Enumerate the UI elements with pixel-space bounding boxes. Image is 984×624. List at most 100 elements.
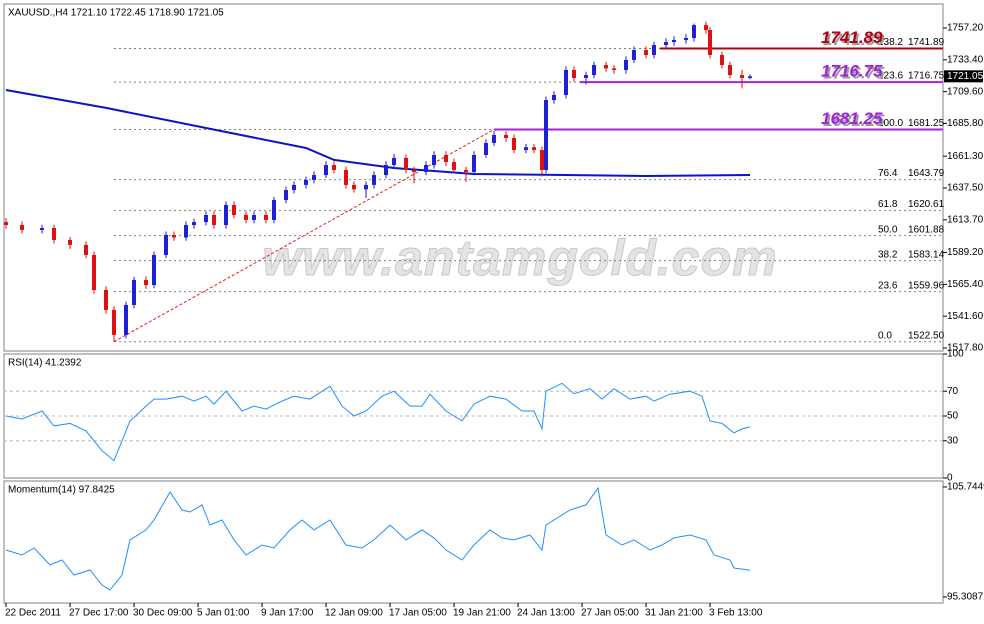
y-tick-label: 95.3087 bbox=[947, 592, 984, 603]
candle-body bbox=[592, 65, 596, 76]
candle-body bbox=[644, 50, 648, 56]
candle-body bbox=[352, 184, 356, 190]
level-label: 1741.89 bbox=[821, 28, 883, 47]
fib-ratio: 100.0 bbox=[878, 118, 903, 129]
candle-body bbox=[664, 42, 668, 45]
level-label: 1716.75 bbox=[821, 62, 883, 81]
y-tick-label: 1757.20 bbox=[947, 23, 984, 34]
candle-body bbox=[512, 138, 516, 151]
candle-body bbox=[552, 94, 556, 101]
candle-body bbox=[740, 75, 744, 78]
fib-ratio: 123.6 bbox=[878, 71, 903, 82]
candle-body bbox=[192, 222, 196, 226]
candle-body bbox=[324, 165, 328, 176]
fib-ratio: 61.8 bbox=[878, 199, 898, 210]
candle-body bbox=[304, 179, 308, 185]
x-tick-label: 22 Dec 2011 bbox=[5, 608, 61, 619]
level-label-shadow: 1716.75 bbox=[823, 64, 885, 83]
indicator-line bbox=[5, 486, 751, 591]
candle-body bbox=[284, 190, 288, 201]
candle-body bbox=[68, 240, 72, 245]
candle-body bbox=[344, 169, 348, 185]
candle-body bbox=[544, 100, 548, 170]
y-tick-label: 0 bbox=[947, 473, 953, 484]
y-tick-label: 1685.80 bbox=[947, 118, 984, 129]
candle-body bbox=[604, 65, 608, 69]
level-label-shadow: 1681.25 bbox=[823, 111, 885, 130]
candle-body bbox=[124, 304, 128, 335]
candle-body bbox=[132, 279, 136, 305]
y-tick-label: 30 bbox=[947, 435, 959, 446]
candle-body bbox=[4, 222, 8, 226]
candle-body bbox=[412, 169, 416, 172]
x-tick-label: 3 Feb 13:00 bbox=[709, 608, 763, 619]
x-tick-label: 17 Jan 05:00 bbox=[389, 608, 447, 619]
candle-body bbox=[708, 30, 712, 56]
candle-body bbox=[112, 309, 116, 335]
x-tick-label: 31 Jan 21:00 bbox=[645, 608, 703, 619]
fib-ratio: 138.2 bbox=[878, 37, 903, 48]
candle-body bbox=[40, 227, 44, 230]
fib-ratio: 50.0 bbox=[878, 224, 898, 235]
candle-body bbox=[104, 289, 108, 310]
candle-body bbox=[332, 165, 336, 170]
candle-body bbox=[424, 165, 428, 172]
candle-body bbox=[84, 244, 88, 255]
moving-average bbox=[5, 89, 751, 178]
candle-body bbox=[444, 154, 448, 163]
y-tick-label: 1541.60 bbox=[947, 311, 984, 322]
candle-body bbox=[632, 50, 636, 60]
y-tick-label: 1613.70 bbox=[947, 214, 984, 225]
candle-body bbox=[212, 215, 216, 226]
candle-body bbox=[624, 59, 628, 70]
candle-body bbox=[720, 55, 724, 66]
y-tick-label: 1637.50 bbox=[947, 183, 984, 194]
candle-body bbox=[92, 254, 96, 290]
candle-body bbox=[252, 215, 256, 220]
fib-price: 1716.75 bbox=[908, 71, 945, 82]
candle-body bbox=[144, 279, 148, 286]
candle-body bbox=[152, 254, 156, 286]
candle-body bbox=[404, 157, 408, 170]
fib-price: 1583.14 bbox=[908, 249, 945, 260]
candle-body bbox=[204, 215, 208, 223]
indicator-line bbox=[5, 382, 751, 462]
candle-body bbox=[540, 150, 544, 170]
fib-ratio: 38.2 bbox=[878, 249, 898, 260]
x-tick-label: 9 Jan 17:00 bbox=[261, 608, 314, 619]
candle-body bbox=[392, 157, 396, 166]
fib-price: 1601.88 bbox=[908, 224, 945, 235]
y-tick-label: 70 bbox=[947, 386, 959, 397]
candle-body bbox=[20, 225, 24, 230]
panel-title: XAUUSD.,H4 1721.10 1722.45 1718.90 1721.… bbox=[8, 8, 224, 19]
candle-body bbox=[748, 76, 752, 78]
candle-body bbox=[244, 215, 248, 220]
fib-trendline bbox=[113, 129, 495, 343]
candle-body bbox=[172, 234, 176, 238]
level-label-shadow: 1741.89 bbox=[823, 30, 885, 49]
candle-body bbox=[384, 165, 388, 176]
candle-body bbox=[312, 175, 316, 180]
candle-body bbox=[432, 154, 436, 166]
candle-body bbox=[452, 162, 456, 170]
fib-price: 1643.79 bbox=[908, 168, 945, 179]
candle-body bbox=[672, 40, 676, 43]
fib-ratio: 76.4 bbox=[878, 168, 898, 179]
x-tick-label: 30 Dec 09:00 bbox=[133, 608, 193, 619]
candle-body bbox=[564, 69, 568, 95]
candle-body bbox=[52, 227, 56, 241]
candle-body bbox=[264, 215, 268, 220]
candle-body bbox=[692, 25, 696, 39]
candle-body bbox=[684, 38, 688, 41]
candle-body bbox=[612, 68, 616, 70]
price-tag-label: 1721.05 bbox=[947, 71, 984, 82]
y-tick-label: 1733.40 bbox=[947, 54, 984, 65]
fib-ratio: 0.0 bbox=[878, 330, 892, 341]
candle-body bbox=[584, 75, 588, 78]
candle-body bbox=[224, 204, 228, 226]
fib-price: 1522.50 bbox=[908, 330, 945, 341]
candle-body bbox=[728, 65, 732, 76]
candle-body bbox=[472, 154, 476, 172]
x-tick-label: 27 Jan 05:00 bbox=[581, 608, 639, 619]
candle-body bbox=[532, 147, 536, 151]
